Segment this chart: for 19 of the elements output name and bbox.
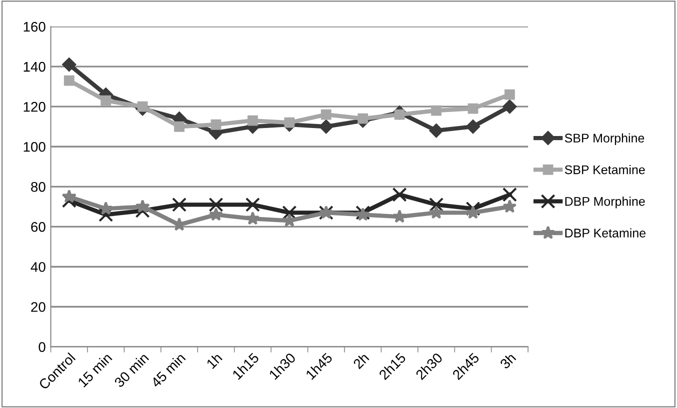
y-tick-label: 20: [31, 302, 46, 312]
y-tick-label: 80: [31, 182, 46, 192]
legend-label: SBP Morphine: [564, 133, 644, 146]
y-tick-label: 120: [24, 102, 46, 112]
y-tick-label: 100: [24, 142, 46, 152]
x-tick-label: 1h: [206, 352, 222, 369]
legend-label: DBP Morphine: [565, 196, 645, 208]
legend-label: SBP Ketamine: [564, 165, 645, 174]
x-tick-label: 3h: [499, 352, 516, 370]
x-tick-label: 45 min: [150, 352, 186, 388]
y-tick-label: 0: [38, 342, 46, 352]
legend-label: DBP Ketamine: [565, 228, 646, 238]
y-tick-label: 140: [24, 62, 46, 72]
y-tick-label: 60: [31, 222, 46, 232]
y-tick-label: 160: [24, 22, 46, 32]
y-tick-label: 40: [30, 262, 46, 272]
x-tick-label: 30 min: [113, 352, 150, 388]
x-tick-label: 2h: [352, 352, 370, 370]
x-tick-label: 15 min: [77, 352, 112, 388]
